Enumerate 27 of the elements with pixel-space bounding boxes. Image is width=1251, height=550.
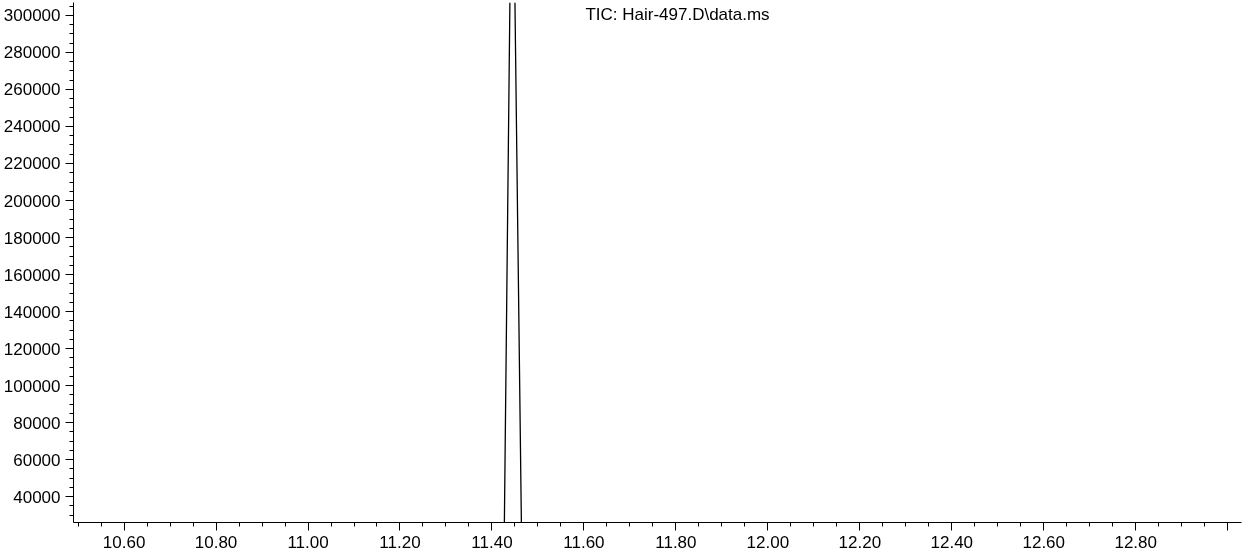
x-tick-label: 11.20 (379, 532, 421, 550)
y-tick-label: 140000 (3, 302, 61, 322)
y-tick-label: 220000 (3, 154, 61, 174)
x-tick-label: 10.60 (102, 532, 146, 550)
x-tick-label: 11.60 (563, 532, 605, 550)
x-tick-label: 12.40 (930, 532, 974, 550)
y-tick-label: 100000 (3, 376, 61, 396)
y-tick-label: 300000 (3, 6, 61, 26)
x-tick-label: 12.00 (746, 532, 790, 550)
x-tick-label: 11.80 (655, 532, 697, 550)
x-tick-label: 11.40 (471, 532, 513, 550)
chart-title: TIC: Hair-497.D\data.ms (585, 4, 770, 24)
y-tick-label: 180000 (3, 228, 61, 248)
x-tick-label: 12.80 (1114, 532, 1158, 550)
x-tick-label: 11.00 (287, 532, 329, 550)
y-tick-label: 200000 (3, 191, 61, 211)
x-tick-label: 12.20 (838, 532, 882, 550)
y-tick-label: 260000 (3, 80, 61, 100)
y-tick-label: 80000 (13, 413, 61, 433)
y-tick-label: 160000 (3, 265, 61, 285)
y-tick-label: 120000 (3, 339, 61, 359)
x-tick-label: 10.80 (194, 532, 238, 550)
y-tick-label: 60000 (13, 450, 61, 470)
y-tick-label: 40000 (13, 487, 61, 507)
x-tick-label: 12.60 (1022, 532, 1066, 550)
y-tick-label: 280000 (3, 43, 61, 63)
y-tick-label: 240000 (3, 117, 61, 137)
